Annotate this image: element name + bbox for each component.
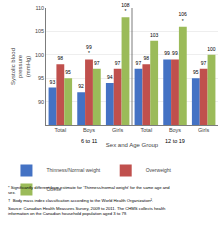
svg-text:108*: 108* bbox=[121, 2, 130, 15]
svg-text:95: 95 bbox=[38, 75, 44, 81]
svg-text:Boys: Boys bbox=[169, 127, 181, 133]
svg-text:94: 94 bbox=[107, 74, 113, 80]
svg-text:95: 95 bbox=[193, 69, 199, 75]
svg-text:98: 98 bbox=[57, 55, 63, 61]
svg-text:Sex and Age Group: Sex and Age Group bbox=[106, 142, 159, 148]
svg-text:92: 92 bbox=[78, 83, 84, 89]
svg-text:106*: 106* bbox=[179, 11, 188, 24]
svg-text:95: 95 bbox=[65, 69, 71, 75]
svg-text:97: 97 bbox=[201, 60, 207, 66]
svg-text:100: 100 bbox=[207, 46, 216, 52]
svg-text:Boys: Boys bbox=[83, 127, 95, 133]
svg-text:Obese: Obese bbox=[46, 186, 61, 192]
svg-text:Girls: Girls bbox=[112, 127, 124, 133]
svg-text:93: 93 bbox=[50, 79, 56, 85]
svg-text:110: 110 bbox=[35, 5, 44, 11]
svg-text:Thinness/Normal weight: Thinness/Normal weight bbox=[46, 167, 100, 173]
svg-text:99: 99 bbox=[172, 50, 178, 56]
svg-text:6 to 11: 6 to 11 bbox=[81, 138, 97, 144]
svg-text:100: 100 bbox=[35, 52, 44, 58]
svg-text:105: 105 bbox=[35, 28, 44, 34]
svg-text:103: 103 bbox=[150, 32, 159, 38]
svg-text:12 to 19: 12 to 19 bbox=[165, 138, 185, 144]
svg-text:97: 97 bbox=[115, 60, 121, 66]
svg-text:Total: Total bbox=[55, 127, 67, 133]
svg-text:90: 90 bbox=[38, 99, 44, 105]
svg-text:99: 99 bbox=[164, 50, 170, 56]
svg-text:Girls: Girls bbox=[198, 127, 210, 133]
svg-text:99*: 99* bbox=[86, 44, 92, 57]
svg-text:98: 98 bbox=[143, 55, 149, 61]
svg-text:* Significantly different from: * Significantly different from estimate … bbox=[8, 185, 170, 195]
svg-text:97: 97 bbox=[94, 60, 100, 66]
svg-text:Source: Canadian Health Measur: Source: Canadian Health Measures Survey,… bbox=[8, 206, 166, 216]
svg-text:97: 97 bbox=[136, 60, 142, 66]
svg-text:Total: Total bbox=[141, 127, 153, 133]
svg-text:Systolic bloodpressure(mmHg): Systolic bloodpressure(mmHg) bbox=[10, 48, 32, 85]
svg-text:† Body mass index classificat: † Body mass index classification accordi… bbox=[8, 198, 153, 203]
svg-text:Overweight: Overweight bbox=[146, 167, 172, 173]
